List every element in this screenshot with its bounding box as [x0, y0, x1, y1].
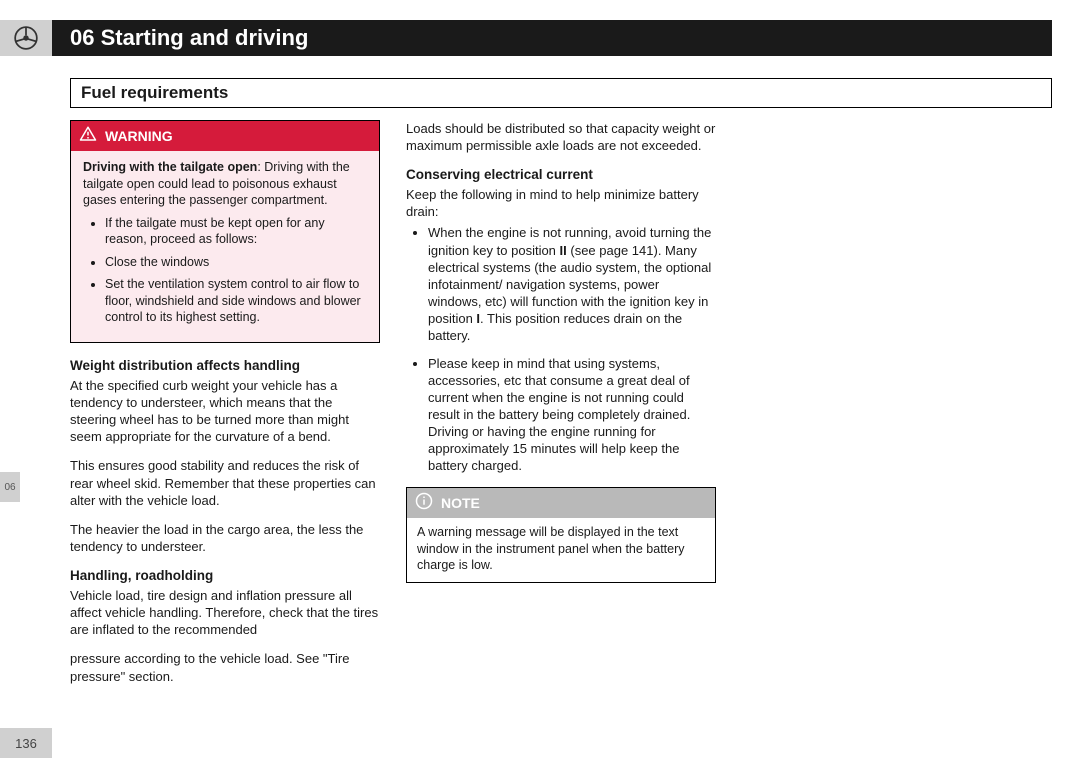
body-paragraph: The heavier the load in the cargo area, … [70, 521, 380, 555]
warning-body: Driving with the tailgate open: Driving … [71, 151, 379, 342]
page-number: 136 [0, 728, 52, 758]
warning-triangle-icon [79, 125, 97, 147]
subheading: Weight distribution affects handling [70, 357, 380, 375]
subheading: Conserving electrical current [406, 166, 716, 184]
list-item: Please keep in mind that using systems, … [428, 355, 716, 475]
steering-wheel-icon [0, 20, 52, 56]
body-paragraph: pressure according to the vehicle load. … [70, 650, 380, 684]
chapter-title: 06 Starting and driving [52, 20, 1052, 56]
chapter-header: 06 Starting and driving [0, 20, 1052, 56]
warning-box: WARNING Driving with the tailgate open: … [70, 120, 380, 343]
body-paragraph: At the specified curb weight your vehicl… [70, 377, 380, 446]
warning-intro-bold: Driving with the tailgate open [83, 160, 257, 174]
body-paragraph: Loads should be distributed so that capa… [406, 120, 716, 154]
warning-bullet: Close the windows [105, 254, 367, 271]
note-label: NOTE [441, 494, 480, 512]
note-header: NOTE [407, 488, 715, 518]
warning-bullet: Set the ventilation system control to ai… [105, 276, 367, 326]
chapter-name: Starting and driving [101, 25, 309, 51]
warning-bullet: If the tailgate must be kept open for an… [105, 215, 367, 248]
note-body: A warning message will be displayed in t… [407, 518, 715, 582]
body-paragraph: Vehicle load, tire design and inflation … [70, 587, 380, 638]
warning-label: WARNING [105, 127, 173, 145]
section-title: Fuel requirements [70, 78, 1052, 108]
info-icon [415, 492, 433, 514]
list-item: When the engine is not running, avoid tu… [428, 224, 716, 344]
warning-header: WARNING [71, 121, 379, 151]
body-paragraph: This ensures good stability and reduces … [70, 457, 380, 508]
body-paragraph: Keep the following in mind to help minim… [406, 186, 716, 220]
subheading: Handling, roadholding [70, 567, 380, 585]
chapter-num: 06 [70, 25, 94, 51]
page-content: WARNING Driving with the tailgate open: … [70, 120, 1052, 722]
body-list: When the engine is not running, avoid tu… [406, 224, 716, 474]
side-tab: 06 [0, 472, 20, 502]
note-box: NOTE A warning message will be displayed… [406, 487, 716, 583]
